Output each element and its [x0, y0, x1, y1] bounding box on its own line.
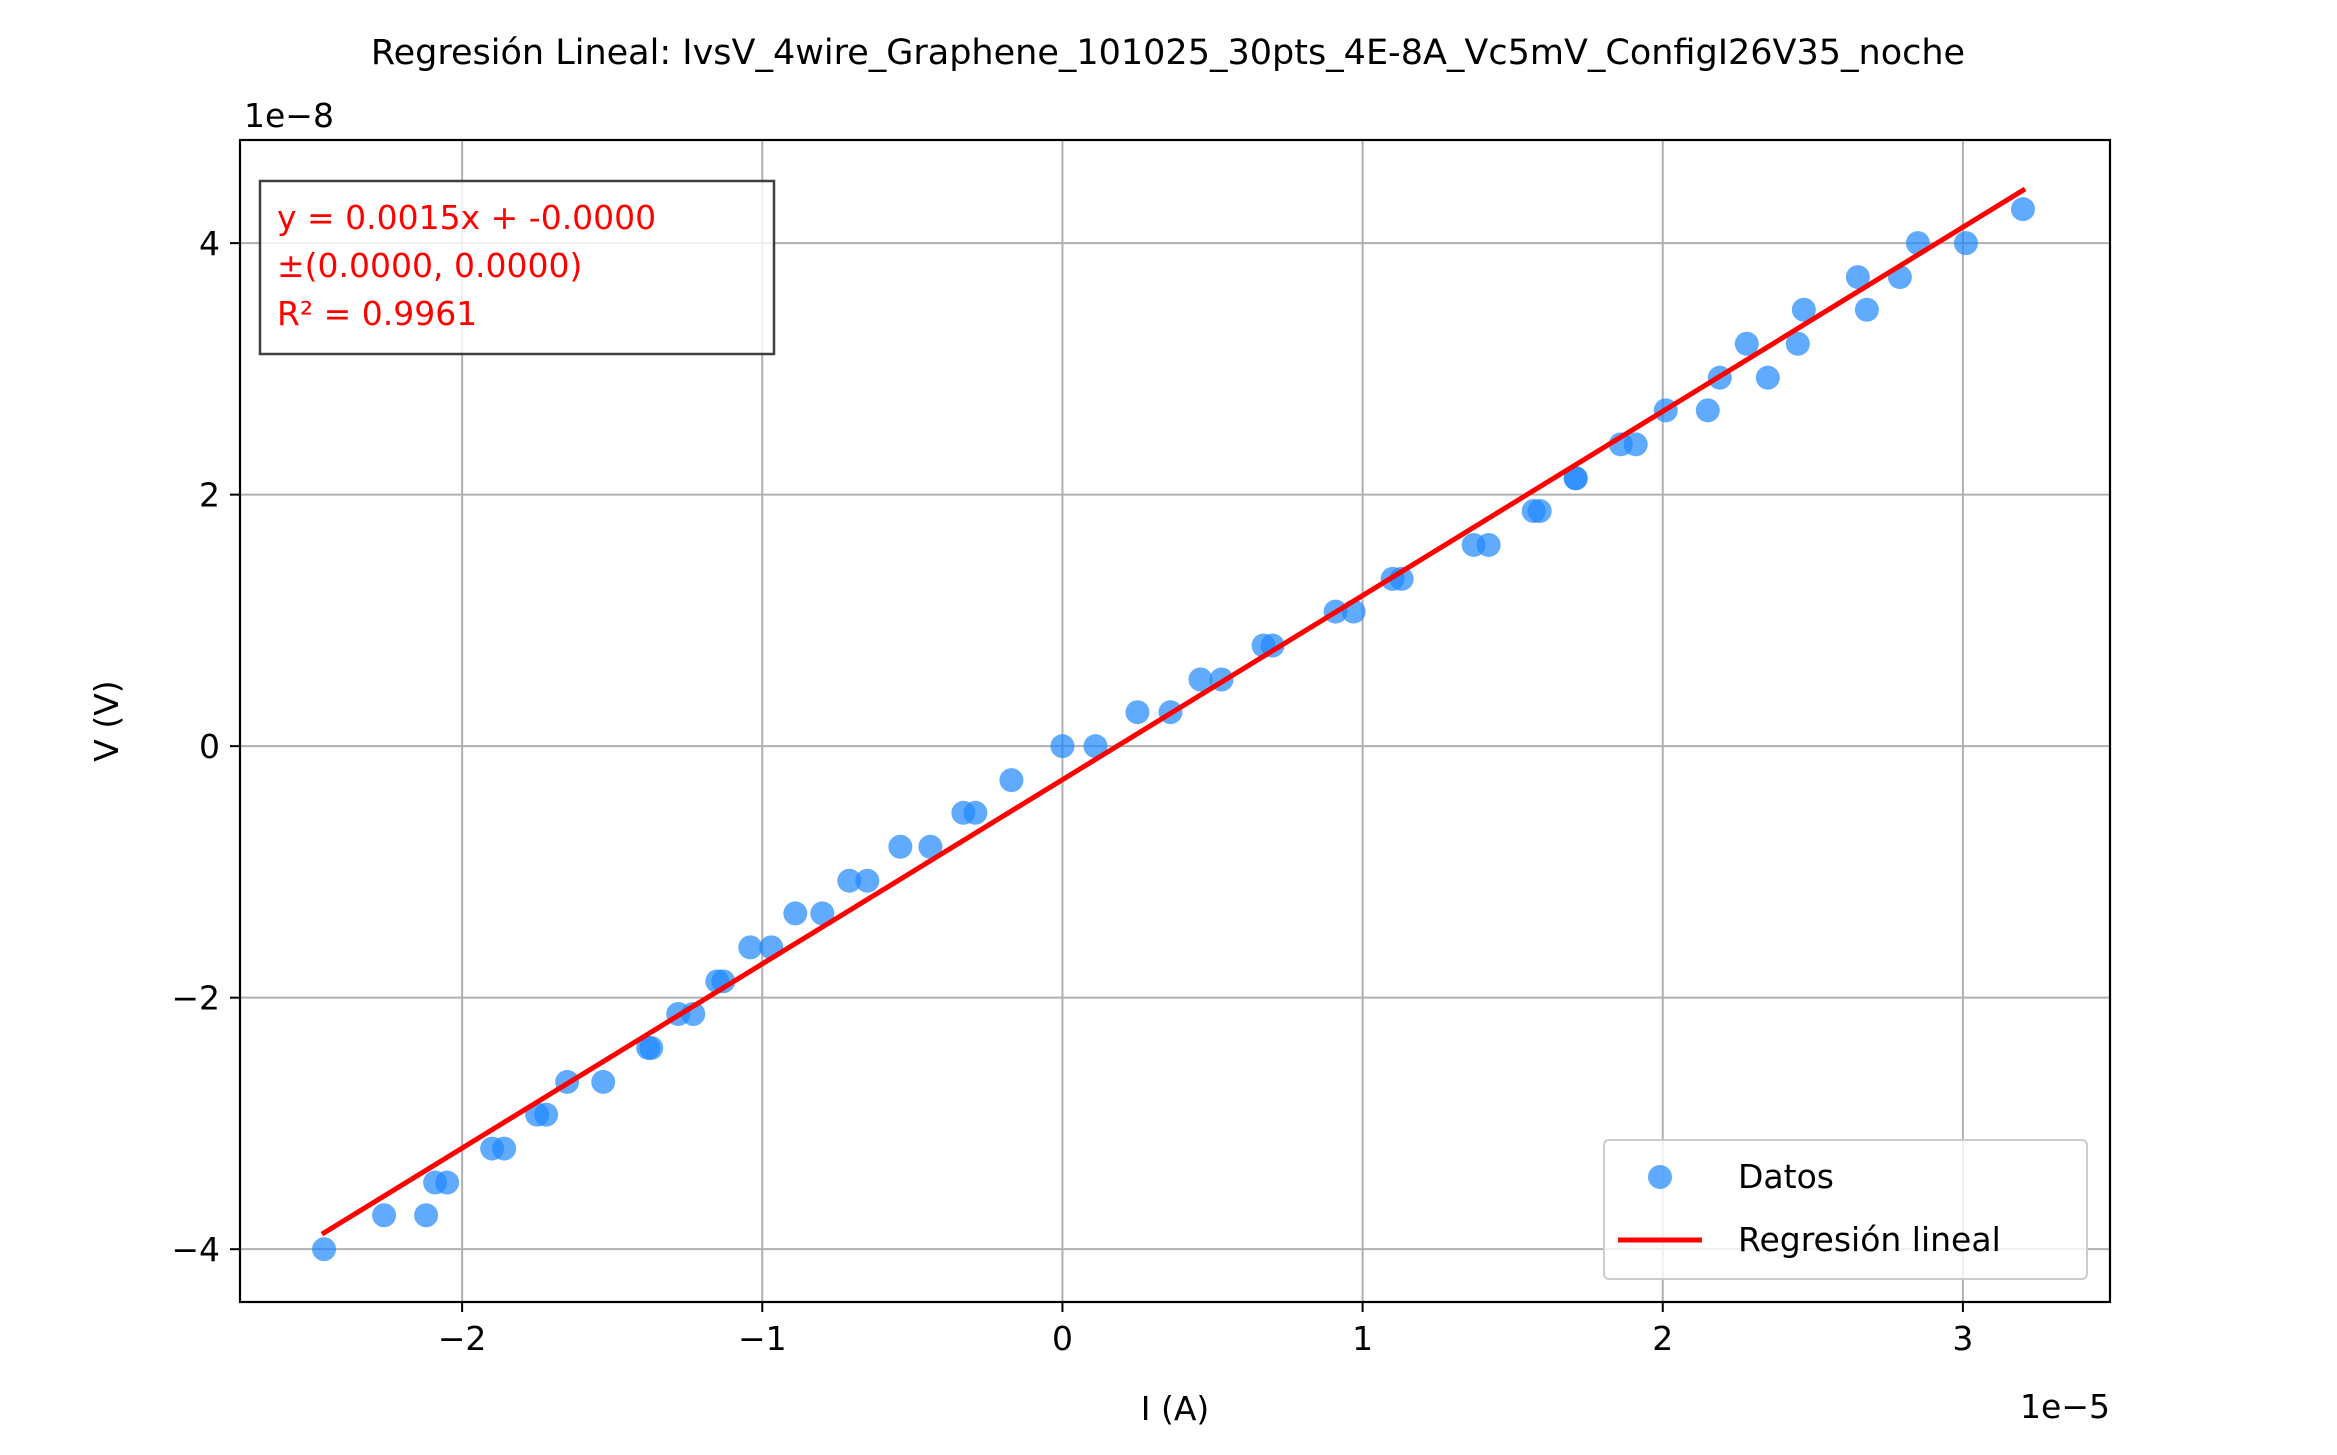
data-point	[1476, 532, 1501, 557]
data-point	[534, 1102, 559, 1127]
data-point	[639, 1035, 664, 1060]
x-axis-multiplier: 1e−5	[2020, 1387, 2110, 1426]
legend-label-regresion: Regresión lineal	[1738, 1220, 2001, 1259]
x-tick-label: −1	[738, 1319, 787, 1358]
data-point	[837, 868, 862, 893]
data-point	[312, 1237, 337, 1262]
y-tick-label: 0	[199, 727, 220, 766]
data-point	[1188, 667, 1213, 692]
data-point	[738, 935, 763, 960]
y-axis-ticks: −4 −2 0 2 4	[171, 224, 240, 1269]
regression-layer	[320, 186, 2027, 1237]
r-squared-line: R² = 0.9961	[277, 294, 477, 333]
legend: Datos Regresión lineal	[1603, 1139, 2088, 1280]
data-point	[591, 1069, 616, 1094]
legend-marker-datos	[1648, 1165, 1672, 1189]
y-axis-multiplier: 1e−8	[244, 96, 334, 135]
data-point	[1734, 331, 1759, 356]
data-point	[1623, 432, 1648, 457]
data-point	[1125, 700, 1150, 725]
y-axis-label: V (V)	[87, 680, 126, 761]
data-point	[783, 901, 808, 926]
x-tick-label: 2	[1652, 1319, 1673, 1358]
data-point	[1845, 265, 1870, 290]
y-tick-label: −2	[171, 979, 220, 1018]
data-point	[1563, 466, 1588, 491]
data-point	[888, 834, 913, 859]
regression-line	[320, 186, 2027, 1237]
data-point	[372, 1203, 397, 1228]
equation-annotation: y = 0.0015x + -0.0000 ±(0.0000, 0.0000) …	[258, 179, 776, 356]
x-axis-ticks: −2 −1 0 1 2 3	[438, 1302, 1973, 1358]
data-point	[711, 969, 736, 994]
data-point	[1854, 297, 1879, 322]
data-point	[435, 1170, 460, 1195]
data-point	[1791, 297, 1816, 322]
data-point	[999, 768, 1024, 793]
plot-frame	[238, 138, 2112, 1304]
data-point	[1527, 498, 1552, 523]
data-point	[963, 800, 988, 825]
x-tick-label: −2	[438, 1319, 487, 1358]
data-point	[1755, 365, 1780, 390]
data-point	[1050, 734, 1075, 759]
x-tick-label: 3	[1952, 1319, 1973, 1358]
y-tick-label: 4	[199, 224, 220, 263]
uncertainty-line: ±(0.0000, 0.0000)	[277, 246, 582, 285]
y-tick-label: −4	[171, 1230, 220, 1269]
grid-lines	[240, 140, 2110, 1302]
x-axis-label: I (A)	[1141, 1389, 1210, 1428]
chart-title: Regresión Lineal: IvsV_4wire_Graphene_10…	[371, 33, 1965, 73]
data-point	[918, 834, 943, 859]
equation-line: y = 0.0015x + -0.0000	[277, 198, 656, 237]
data-point	[1785, 331, 1810, 356]
data-point	[1953, 231, 1978, 256]
legend-label-datos: Datos	[1738, 1157, 1834, 1196]
data-point	[855, 868, 880, 893]
data-point	[1083, 734, 1108, 759]
data-point	[1695, 398, 1720, 423]
equation-box	[258, 179, 776, 356]
y-tick-label: 2	[199, 476, 220, 515]
data-point	[492, 1136, 517, 1161]
data-point	[810, 901, 835, 926]
data-point	[2010, 197, 2035, 222]
x-tick-label: 1	[1352, 1319, 1373, 1358]
x-tick-label: 0	[1052, 1319, 1073, 1358]
data-point	[414, 1203, 439, 1228]
legend-box	[1603, 1139, 2088, 1280]
